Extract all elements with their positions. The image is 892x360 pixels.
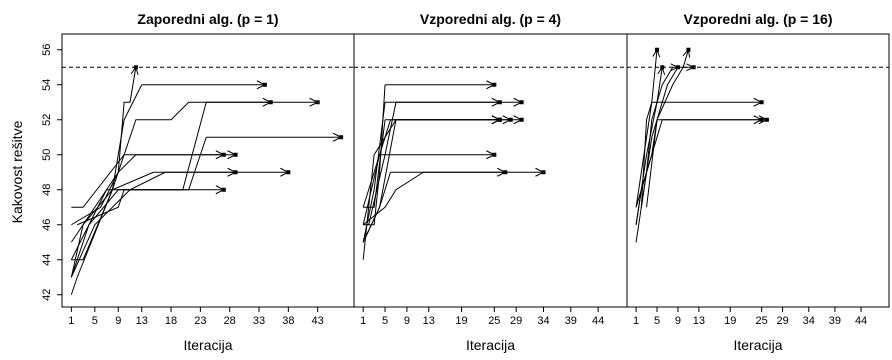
series-arrow xyxy=(656,67,663,103)
x-tick-label: 9 xyxy=(404,315,410,327)
series-arrow xyxy=(651,49,658,103)
panel-frame xyxy=(61,33,355,308)
series-line xyxy=(362,154,381,208)
y-tick-label: 50 xyxy=(41,149,53,161)
end-marker xyxy=(492,152,497,157)
x-tick-label: 43 xyxy=(312,315,324,327)
x-tick-label: 9 xyxy=(675,315,681,327)
end-marker xyxy=(262,82,267,87)
end-marker xyxy=(492,82,497,87)
x-tick-label: 28 xyxy=(224,315,236,327)
series-arrow xyxy=(682,49,689,68)
x-tick-label: 44 xyxy=(592,315,604,327)
series-line xyxy=(70,137,207,278)
series-line xyxy=(363,119,386,208)
panels: Zaporedni alg. (p = 1) 1 5 9 13 18 23 28 33 38 43 I… xyxy=(41,11,890,353)
panel-3: Vzporedni alg. (p = 16) 1 5 9 13 19 25 29 34 39 44… xyxy=(626,11,890,353)
x-tick-label: 19 xyxy=(455,315,467,327)
end-marker xyxy=(286,170,291,175)
y-tick-label: 56 xyxy=(41,44,53,56)
end-marker xyxy=(339,135,344,140)
end-marker xyxy=(268,100,273,105)
x-tick-label: 5 xyxy=(92,315,98,327)
x-tick-label: 25 xyxy=(488,315,500,327)
end-marker xyxy=(759,100,764,105)
end-marker xyxy=(519,100,524,105)
x-tick-label: 9 xyxy=(115,315,121,327)
x-tick-label: 25 xyxy=(756,315,768,327)
series-line xyxy=(70,101,271,260)
end-marker xyxy=(133,65,138,70)
y-tick-label: 48 xyxy=(41,184,53,196)
x-tick-label: 13 xyxy=(693,315,705,327)
panel-1: Zaporedni alg. (p = 1) 1 5 9 13 18 23 28 33 38 43 I… xyxy=(41,11,355,353)
y-tick-label: 42 xyxy=(41,289,53,301)
x-tick-label: 18 xyxy=(165,315,177,327)
y-tick-label: 46 xyxy=(41,219,53,231)
y-tick-label: 52 xyxy=(41,114,53,126)
x-tick-label: 5 xyxy=(382,315,388,327)
panel-title: Vzporedni alg. (p = 4) xyxy=(420,11,561,27)
panel-title: Zaporedni alg. (p = 1) xyxy=(137,11,278,27)
series-line xyxy=(71,171,154,261)
x-axis-label: Iteracija xyxy=(466,337,515,353)
x-tick-label: 13 xyxy=(136,315,148,327)
end-marker xyxy=(315,100,320,105)
y-tick-label: 54 xyxy=(41,79,53,91)
series-line xyxy=(362,171,424,226)
end-marker xyxy=(686,47,691,52)
series-line xyxy=(635,102,653,243)
x-tick-label: 39 xyxy=(829,315,841,327)
series-line xyxy=(77,189,148,226)
x-tick-label: 38 xyxy=(282,315,294,327)
x-axis-label: Iteracija xyxy=(733,337,782,353)
series-line xyxy=(70,171,166,278)
end-marker xyxy=(233,152,238,157)
series-line xyxy=(70,84,143,278)
panel-2: Vzporedni alg. (p = 4) 1 5 9 13 19 25 29 34 39 44 I… xyxy=(353,11,628,353)
x-tick-label: 34 xyxy=(537,315,549,327)
x-tick-label: 33 xyxy=(253,315,265,327)
panel-title: Vzporedni alg. (p = 16) xyxy=(684,11,833,27)
series-line xyxy=(71,154,142,208)
x-tick-label: 1 xyxy=(633,315,639,327)
end-marker xyxy=(519,117,524,122)
series-line xyxy=(71,154,137,226)
panel-frame xyxy=(353,33,628,308)
x-tick-label: 5 xyxy=(654,315,660,327)
series-line xyxy=(362,119,397,260)
x-tick-label: 13 xyxy=(423,315,435,327)
end-marker xyxy=(691,65,696,70)
series-line xyxy=(70,101,130,295)
x-tick-label: 34 xyxy=(803,315,815,327)
x-tick-label: 1 xyxy=(68,315,74,327)
end-marker xyxy=(221,187,226,192)
x-tick-label: 29 xyxy=(776,315,788,327)
series-line xyxy=(635,119,663,208)
x-tick-label: 23 xyxy=(194,315,206,327)
series-line xyxy=(70,101,207,243)
series-line xyxy=(640,66,689,208)
x-tick-label: 19 xyxy=(724,315,736,327)
end-marker xyxy=(764,117,769,122)
x-axis-label: Iteracija xyxy=(183,337,232,353)
x-tick-label: 44 xyxy=(855,315,867,327)
end-marker xyxy=(660,65,665,70)
end-marker xyxy=(655,47,660,52)
series-arrow xyxy=(129,67,137,103)
y-axis-label: Kakovost rešitve xyxy=(9,120,25,223)
panel-frame xyxy=(626,33,890,308)
x-tick-label: 29 xyxy=(510,315,522,327)
series-line xyxy=(362,172,391,243)
x-tick-label: 1 xyxy=(360,315,366,327)
x-tick-label: 39 xyxy=(565,315,577,327)
end-marker xyxy=(541,170,546,175)
end-marker xyxy=(497,117,502,122)
y-tick-label: 44 xyxy=(41,254,53,266)
series-line xyxy=(635,102,653,208)
series-line xyxy=(362,119,397,243)
